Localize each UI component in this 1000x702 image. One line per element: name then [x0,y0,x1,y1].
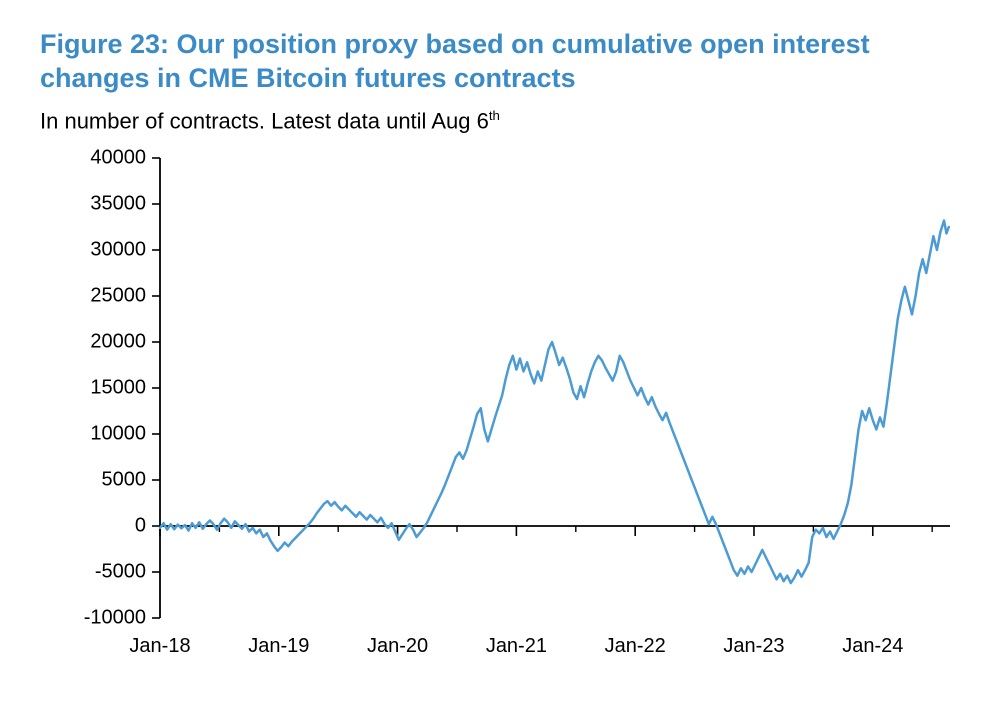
figure-title: Figure 23: Our position proxy based on c… [40,28,960,96]
xtick-label: Jan-23 [723,635,784,657]
xtick-label: Jan-21 [486,635,547,657]
line-chart-svg: -10000 -5000 0 5000 10000 15000 20000 25000 3000… [40,148,960,678]
ytick-label: 15000 [90,376,146,398]
xtick-label: Jan-24 [842,635,903,657]
ytick-label: 20000 [90,330,146,352]
figure-subtitle-ordinal: th [489,108,500,123]
ytick-label: 30000 [90,238,146,260]
ytick-label: 25000 [90,284,146,306]
figure-subtitle-text: In number of contracts. Latest data unti… [40,108,489,133]
ytick-label: 35000 [90,192,146,214]
plot-area: -10000 -5000 0 5000 10000 15000 20000 25000 3000… [40,148,960,678]
ytick-label: 40000 [90,148,146,168]
xtick-label: Jan-18 [129,635,190,657]
figure-container: Figure 23: Our position proxy based on c… [0,0,1000,702]
ytick-label: 0 [135,514,146,536]
ytick-label: -10000 [84,606,146,628]
ytick-label: -5000 [95,560,146,582]
figure-subtitle: In number of contracts. Latest data unti… [40,108,500,134]
xtick-label: Jan-19 [248,635,309,657]
ytick-label: 5000 [102,468,147,490]
xtick-label: Jan-20 [367,635,428,657]
xtick-label: Jan-22 [605,635,666,657]
ytick-label: 10000 [90,422,146,444]
